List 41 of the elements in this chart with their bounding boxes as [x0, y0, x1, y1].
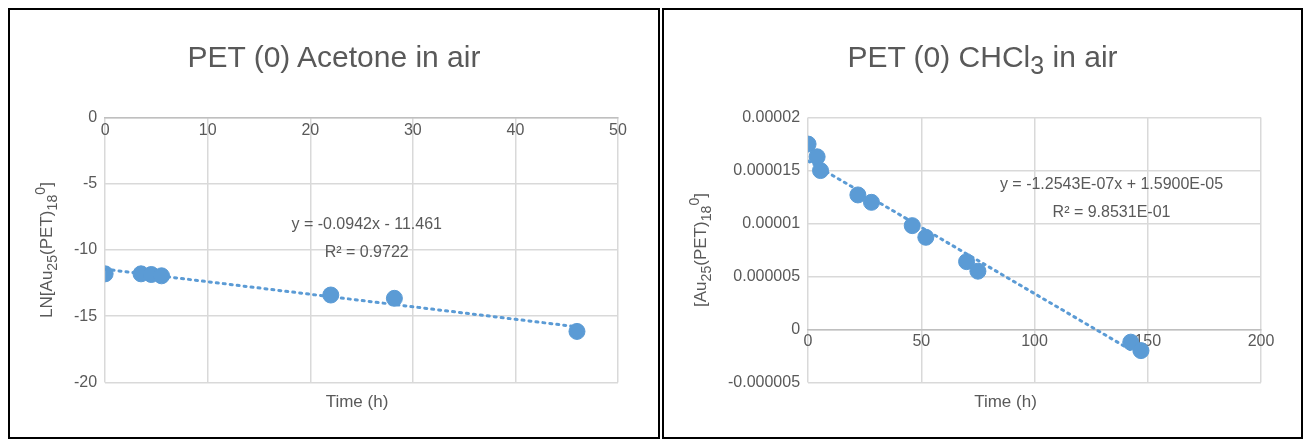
annotation: y = -0.0942x - 11.461 — [291, 214, 443, 232]
x-tick-label: 10 — [198, 120, 217, 138]
x-tick-label: 40 — [506, 120, 525, 138]
x-axis-title: Time (h) — [324, 392, 390, 412]
y-tick-label: -5 — [82, 174, 98, 192]
x-tick-label: 0 — [100, 120, 110, 138]
annotation: y = -1.2543E-07x + 1.5900E-05 — [999, 175, 1224, 193]
y-tick-label: -0.000005 — [728, 372, 801, 390]
x-tick-label: 50 — [912, 332, 931, 350]
y-tick-label: -20 — [74, 372, 98, 390]
point — [862, 193, 880, 211]
point — [568, 322, 586, 340]
point — [958, 253, 976, 271]
y-tick-label: 0 — [88, 108, 98, 126]
y-tick-label: -15 — [74, 306, 98, 324]
point — [849, 186, 867, 204]
x-tick-label: 100 — [1021, 332, 1048, 350]
point — [153, 267, 171, 285]
point — [969, 262, 987, 280]
point — [903, 217, 921, 235]
chart-title: PET (0) Acetone in air — [186, 40, 482, 74]
y-tick-label: 0.00001 — [742, 213, 801, 231]
point — [322, 286, 340, 304]
x-tick-label: 20 — [301, 120, 320, 138]
x-tick-label: 200 — [1247, 332, 1275, 350]
chart-title: PET (0) CHCl$_{3}$ in air — [846, 40, 1119, 80]
point — [917, 228, 935, 246]
y-tick-label: 0.000005 — [733, 266, 801, 284]
point — [812, 162, 830, 180]
x-tick-label: 0 — [803, 332, 813, 350]
y-tick-label: 0.000015 — [733, 160, 801, 178]
x-axis-title: Time (h) — [973, 392, 1038, 412]
annotation: R² = 9.8531E-01 — [1052, 203, 1171, 221]
y-tick-label: -10 — [74, 240, 98, 258]
point — [385, 289, 403, 307]
point — [808, 148, 826, 166]
x-tick-label: 30 — [403, 120, 422, 138]
annotation: R² = 0.9722 — [324, 242, 409, 260]
x-tick-label: 50 — [609, 120, 627, 138]
y-tick-label: 0 — [791, 319, 801, 337]
y-tick-label: 0.00002 — [742, 108, 801, 126]
